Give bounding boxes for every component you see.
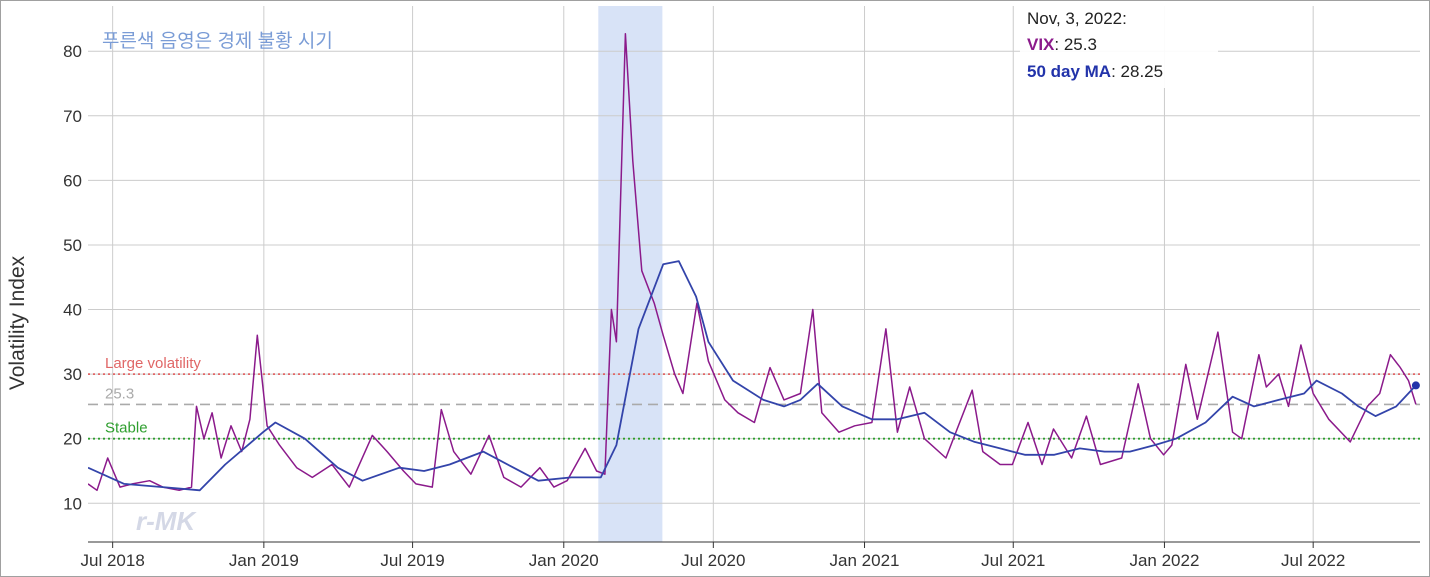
x-tick-label: Jul 2020 (681, 551, 745, 570)
threshold-label: 25.3 (105, 385, 134, 402)
x-tick-label: Jul 2018 (81, 551, 145, 570)
y-tick-label: 10 (63, 494, 82, 513)
y-axis-label: Volatility Index (6, 255, 29, 390)
y-gridlines (88, 50, 1420, 504)
x-tick-labels: Jul 2018 Jan 2019 Jul 2019 Jan 2020 Jul 2020… (81, 551, 1346, 570)
y-tick-label: 50 (63, 236, 82, 255)
y-tick-label: 20 (63, 430, 82, 449)
series-lines (88, 33, 1420, 492)
x-tick-label: Jul 2022 (1281, 551, 1345, 570)
info-ma-name: 50 day MA (1027, 62, 1111, 81)
ma-end-marker (1411, 381, 1420, 390)
series-line-vix (88, 33, 1417, 492)
y-tick-label: 70 (63, 107, 82, 126)
x-tick-label: Jul 2019 (380, 551, 444, 570)
info-vix-name: VIX (1027, 35, 1055, 54)
watermark: r-MK (136, 506, 197, 536)
x-tick-label: Jan 2022 (1129, 551, 1199, 570)
info-ma-value: : 28.25 (1111, 62, 1163, 81)
threshold-lines: Large volatility 25.3 Stable (88, 355, 1420, 440)
y-tick-labels: 10 20 30 40 50 60 70 80 (63, 42, 82, 513)
info-vix-value: : 25.3 (1054, 35, 1097, 54)
recession-note: 푸른색 음영은 경제 불황 시기 (102, 30, 333, 52)
info-date: Nov, 3, 2022: (1027, 9, 1127, 28)
x-tick-label: Jul 2021 (981, 551, 1045, 570)
x-tick-label: Jan 2020 (529, 551, 599, 570)
x-tick-label: Jan 2021 (830, 551, 900, 570)
y-tick-label: 30 (63, 365, 82, 384)
y-tick-label: 60 (63, 171, 82, 190)
threshold-label: Large volatility (105, 355, 201, 372)
threshold-label: Stable (105, 420, 148, 437)
series-line-50-day-ma (88, 260, 1417, 492)
info-box: Nov, 3, 2022: VIX: 25.3 50 day MA: 28.25 (1020, 6, 1218, 88)
recession-shading (598, 6, 663, 542)
svg-text:VIX: 25.3: VIX: 25.3 (1027, 35, 1097, 54)
y-tick-label: 80 (63, 42, 82, 61)
y-tick-label: 40 (63, 301, 82, 320)
x-tick-label: Jan 2019 (229, 551, 299, 570)
svg-text:50 day MA: 28.25: 50 day MA: 28.25 (1027, 62, 1163, 81)
